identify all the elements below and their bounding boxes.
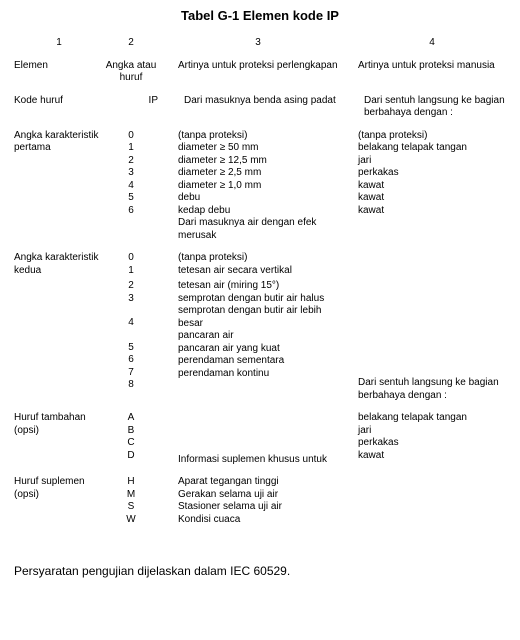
code-value: 4 xyxy=(104,317,158,330)
code-value: C xyxy=(104,437,158,450)
protection-col: (tanpa proteksi) tetesan air secara vert… xyxy=(158,252,338,380)
code-value: S xyxy=(104,501,158,514)
code-value: 3 xyxy=(104,167,158,180)
huruf-suplemen-row: Huruf suplemen (opsi) H M S W Aparat teg… xyxy=(14,476,506,526)
col-header: Artinya untuk proteksi perlengkapan xyxy=(158,60,338,73)
code-value: 2 xyxy=(104,155,158,168)
code-value: M xyxy=(104,489,158,502)
protection-text: pancaran air xyxy=(178,330,338,343)
protection-text: perendaman kontinu xyxy=(178,368,338,381)
protection-text: semprotan dengan butir air lebih besar xyxy=(178,305,338,330)
protection-text: tetesan air (miring 15°) xyxy=(178,280,338,293)
protection-col: Dari sentuh langsung ke bagian berbahaya… xyxy=(338,252,506,402)
protection-text: debu xyxy=(178,192,338,205)
protection-text: (tanpa proteksi) xyxy=(358,130,506,143)
protection-text: Dari sentuh langsung ke bagian berbahaya… xyxy=(344,95,506,120)
table-title: Tabel G-1 Elemen kode IP xyxy=(14,8,506,23)
element-label: Angka karakteristik pertama xyxy=(14,130,104,155)
protection-text: perendaman sementara xyxy=(178,355,338,368)
col-header: Artinya untuk proteksi manusia xyxy=(338,60,506,73)
code-value: W xyxy=(104,514,158,527)
codes-col: 0 1 2 3 4 5 6 7 8 xyxy=(104,252,158,392)
protection-text: Informasi suplemen khusus untuk xyxy=(178,454,338,467)
colnum: 2 xyxy=(104,37,158,50)
code-value: 6 xyxy=(104,205,158,218)
col-header: Angka atau huruf xyxy=(104,60,158,85)
protection-text: Gerakan selama uji air xyxy=(178,489,338,502)
protection-text: perkakas xyxy=(358,437,506,450)
code-value: B xyxy=(104,425,158,438)
element-label: Huruf tambahan (opsi) xyxy=(14,412,104,437)
protection-text: belakang telapak tangan xyxy=(358,412,506,425)
kode-huruf-row: Kode huruf IP Dari masuknya benda asing … xyxy=(14,95,506,120)
angka1-row: Angka karakteristik pertama 0 1 2 3 4 5 … xyxy=(14,130,506,243)
protection-col: Informasi suplemen khusus untuk xyxy=(158,412,338,466)
protection-text: kawat xyxy=(358,192,506,205)
protection-text: Stasioner selama uji air xyxy=(178,501,338,514)
codes-col: H M S W xyxy=(104,476,158,526)
protection-text: diameter ≥ 12,5 mm xyxy=(178,155,338,168)
protection-text: kawat xyxy=(358,205,506,218)
protection-text: diameter ≥ 1,0 mm xyxy=(178,180,338,193)
column-numbers-row: 1 2 3 4 xyxy=(14,37,506,50)
header-row: Elemen Angka atau huruf Artinya untuk pr… xyxy=(14,60,506,85)
protection-col: (tanpa proteksi) diameter ≥ 50 mm diamet… xyxy=(158,130,338,243)
code-value: H xyxy=(104,476,158,489)
protection-text: Dari masuknya air dengan efek merusak xyxy=(178,217,338,242)
protection-text: jari xyxy=(358,425,506,438)
code-value: 1 xyxy=(104,265,158,278)
protection-text: belakang telapak tangan xyxy=(358,142,506,155)
element-label: Angka karakteristik kedua xyxy=(14,252,104,277)
protection-text: Dari masuknya benda asing padat xyxy=(164,95,344,108)
protection-text: perkakas xyxy=(358,167,506,180)
code-value: 5 xyxy=(104,192,158,205)
codes-col: A B C D xyxy=(104,412,158,462)
protection-text: diameter ≥ 2,5 mm xyxy=(178,167,338,180)
code-value: 1 xyxy=(104,142,158,155)
huruf-tambahan-row: Huruf tambahan (opsi) A B C D Informasi … xyxy=(14,412,506,466)
code-value: 2 xyxy=(104,280,158,293)
protection-text: pancaran air yang kuat xyxy=(178,343,338,356)
protection-text: kawat xyxy=(358,450,506,463)
code-value: 7 xyxy=(104,367,158,380)
protection-text: tetesan air secara vertikal xyxy=(178,265,338,278)
element-label: Kode huruf xyxy=(14,95,104,108)
code-value: 3 xyxy=(104,293,158,306)
protection-col: (tanpa proteksi) belakang telapak tangan… xyxy=(338,130,506,218)
code-value: D xyxy=(104,450,158,463)
protection-text: semprotan dengan butir air halus xyxy=(178,293,338,306)
code-value: A xyxy=(104,412,158,425)
protection-text: Kondisi cuaca xyxy=(178,514,338,527)
footnote: Persyaratan pengujian dijelaskan dalam I… xyxy=(14,564,506,578)
protection-text: (tanpa proteksi) xyxy=(178,130,338,143)
code-value: 6 xyxy=(104,354,158,367)
protection-col: belakang telapak tangan jari perkakas ka… xyxy=(338,412,506,462)
code-value: 4 xyxy=(104,180,158,193)
colnum: 4 xyxy=(338,37,506,50)
code-value: 8 xyxy=(104,379,158,392)
ip-code-table: 1 2 3 4 Elemen Angka atau huruf Artinya … xyxy=(14,37,506,536)
colnum: 1 xyxy=(14,37,104,50)
code-value: 0 xyxy=(104,130,158,143)
protection-text: Dari sentuh langsung ke bagian berbahaya… xyxy=(358,377,506,402)
col-header: Elemen xyxy=(14,60,104,73)
protection-text: (tanpa proteksi) xyxy=(178,252,338,265)
protection-text: Aparat tegangan tinggi xyxy=(178,476,338,489)
codes-col: 0 1 2 3 4 5 6 xyxy=(104,130,158,218)
code-value: 0 xyxy=(104,252,158,265)
code-value: 5 xyxy=(104,342,158,355)
element-label: Huruf suplemen (opsi) xyxy=(14,476,104,501)
protection-text: jari xyxy=(358,155,506,168)
protection-text: diameter ≥ 50 mm xyxy=(178,142,338,155)
angka2-row: Angka karakteristik kedua 0 1 2 3 4 5 6 … xyxy=(14,252,506,402)
code-value: IP xyxy=(104,95,164,108)
protection-text: kawat xyxy=(358,180,506,193)
protection-text: kedap debu xyxy=(178,205,338,218)
protection-col: Aparat tegangan tinggi Gerakan selama uj… xyxy=(158,476,338,526)
colnum: 3 xyxy=(158,37,338,50)
